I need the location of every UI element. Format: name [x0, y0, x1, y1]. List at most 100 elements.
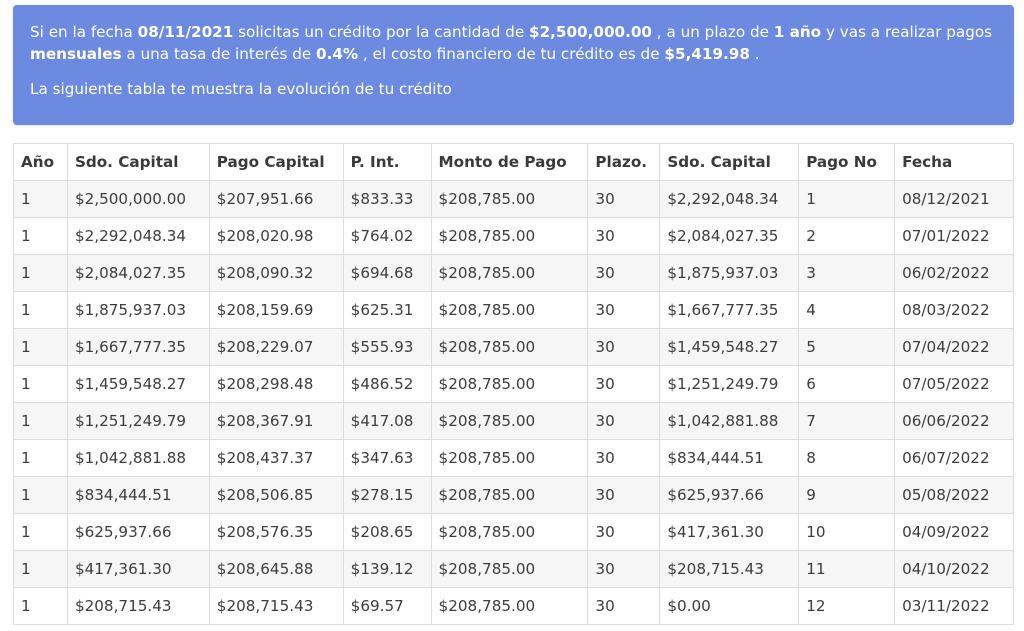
- payment-amount-cell: $208,785.00: [430, 217, 589, 255]
- summary-rate: 0.4%: [316, 45, 359, 63]
- summary-cost: $5,419.98: [664, 45, 750, 63]
- payment-amount-cell: $208,785.00: [430, 550, 589, 588]
- summary-text: Si en la fecha: [30, 23, 138, 41]
- interest-cell: $833.33: [342, 180, 432, 218]
- credit-summary-banner: Si en la fecha 08/11/2021 solicitas un c…: [13, 5, 1014, 125]
- term-days-cell: 30: [587, 402, 661, 440]
- interest-cell: $139.12: [342, 550, 432, 588]
- interest-cell: $555.93: [342, 328, 432, 366]
- date-cell: 06/02/2022: [894, 254, 1014, 292]
- date-cell: 04/10/2022: [894, 550, 1014, 588]
- closing-balance-cell: $2,084,027.35: [659, 217, 800, 255]
- principal-payment-cell: $208,715.43: [208, 587, 344, 625]
- table-row: 1 $1,459,548.27 $208,298.48 $486.52 $208,785…: [13, 365, 1014, 403]
- opening-balance-cell: $625,937.66: [66, 513, 210, 551]
- interest-cell: $278.15: [342, 476, 432, 514]
- table-row: 1 $1,875,937.03 $208,159.69 $625.31 $208,785…: [13, 291, 1014, 329]
- payment-number-cell: 10: [798, 513, 896, 551]
- year-cell: 1: [13, 476, 68, 514]
- year-cell: 1: [13, 254, 68, 292]
- date-cell: 08/12/2021: [894, 180, 1014, 218]
- term-days-cell: 30: [587, 180, 661, 218]
- closing-balance-cell: $1,875,937.03: [659, 254, 800, 292]
- date-cell: 06/07/2022: [894, 439, 1014, 477]
- table-row: 1 $2,292,048.34 $208,020.98 $764.02 $208,785…: [13, 217, 1014, 255]
- table-header: Año Sdo. Capital Pago Capital P. Int. Mo…: [13, 143, 1014, 181]
- table-row: 1 $417,361.30 $208,645.88 $139.12 $208,785.0…: [13, 550, 1014, 588]
- opening-balance-cell: $1,251,249.79: [66, 402, 210, 440]
- principal-payment-cell: $207,951.66: [208, 180, 344, 218]
- term-days-cell: 30: [587, 217, 661, 255]
- year-cell: 1: [13, 328, 68, 366]
- date-cell: 08/03/2022: [894, 291, 1014, 329]
- principal-payment-cell: $208,159.69: [208, 291, 344, 329]
- table-row: 1 $2,084,027.35 $208,090.32 $694.68 $208,785…: [13, 254, 1014, 292]
- opening-balance-cell: $834,444.51: [66, 476, 210, 514]
- column-header-term-days: Plazo.: [587, 143, 661, 181]
- principal-payment-cell: $208,229.07: [208, 328, 344, 366]
- column-header-interest: P. Int.: [342, 143, 432, 181]
- summary-text: solicitas un crédito por la cantidad de: [233, 23, 529, 41]
- summary-text: y vas a realizar pagos: [821, 23, 993, 41]
- year-cell: 1: [13, 587, 68, 625]
- opening-balance-cell: $1,667,777.35: [66, 328, 210, 366]
- closing-balance-cell: $1,667,777.35: [659, 291, 800, 329]
- payment-number-cell: 2: [798, 217, 896, 255]
- payment-number-cell: 8: [798, 439, 896, 477]
- opening-balance-cell: $1,042,881.88: [66, 439, 210, 477]
- table-body: 1 $2,500,000.00 $207,951.66 $833.33 $208,785…: [13, 180, 1014, 625]
- table-row: 1 $1,667,777.35 $208,229.07 $555.93 $208,785…: [13, 328, 1014, 366]
- summary-frequency: mensuales: [30, 45, 122, 63]
- column-header-payment-amount: Monto de Pago: [430, 143, 589, 181]
- payment-amount-cell: $208,785.00: [430, 513, 589, 551]
- table-row: 1 $2,500,000.00 $207,951.66 $833.33 $208,785…: [13, 180, 1014, 218]
- opening-balance-cell: $1,875,937.03: [66, 291, 210, 329]
- interest-cell: $347.63: [342, 439, 432, 477]
- date-cell: 03/11/2022: [894, 587, 1014, 625]
- payment-number-cell: 3: [798, 254, 896, 292]
- column-header-principal-payment: Pago Capital: [208, 143, 344, 181]
- term-days-cell: 30: [587, 587, 661, 625]
- header-row: Año Sdo. Capital Pago Capital P. Int. Mo…: [13, 143, 1014, 181]
- amortization-table: Año Sdo. Capital Pago Capital P. Int. Mo…: [13, 143, 1014, 625]
- principal-payment-cell: $208,367.91: [208, 402, 344, 440]
- payment-amount-cell: $208,785.00: [430, 476, 589, 514]
- year-cell: 1: [13, 439, 68, 477]
- interest-cell: $208.65: [342, 513, 432, 551]
- closing-balance-cell: $0.00: [659, 587, 800, 625]
- opening-balance-cell: $1,459,548.27: [66, 365, 210, 403]
- credit-summary-text: Si en la fecha 08/11/2021 solicitas un c…: [30, 21, 998, 65]
- table-row: 1 $1,251,249.79 $208,367.91 $417.08 $208,785…: [13, 402, 1014, 440]
- summary-text: a una tasa de interés de: [121, 45, 317, 63]
- year-cell: 1: [13, 365, 68, 403]
- interest-cell: $694.68: [342, 254, 432, 292]
- table-row: 1 $1,042,881.88 $208,437.37 $347.63 $208,785…: [13, 439, 1014, 477]
- closing-balance-cell: $208,715.43: [659, 550, 800, 588]
- table-row: 1 $834,444.51 $208,506.85 $278.15 $208,785.0…: [13, 476, 1014, 514]
- interest-cell: $625.31: [342, 291, 432, 329]
- payment-number-cell: 12: [798, 587, 896, 625]
- column-header-payment-number: Pago No: [798, 143, 896, 181]
- summary-date: 08/11/2021: [137, 23, 234, 41]
- summary-text: , el costo financiero de tu crédito es d…: [358, 45, 665, 63]
- year-cell: 1: [13, 550, 68, 588]
- payment-number-cell: 5: [798, 328, 896, 366]
- payment-number-cell: 1: [798, 180, 896, 218]
- year-cell: 1: [13, 180, 68, 218]
- principal-payment-cell: $208,437.37: [208, 439, 344, 477]
- payment-amount-cell: $208,785.00: [430, 328, 589, 366]
- date-cell: 04/09/2022: [894, 513, 1014, 551]
- opening-balance-cell: $2,292,048.34: [66, 217, 210, 255]
- year-cell: 1: [13, 513, 68, 551]
- principal-payment-cell: $208,090.32: [208, 254, 344, 292]
- date-cell: 07/04/2022: [894, 328, 1014, 366]
- opening-balance-cell: $208,715.43: [66, 587, 210, 625]
- principal-payment-cell: $208,020.98: [208, 217, 344, 255]
- payment-amount-cell: $208,785.00: [430, 402, 589, 440]
- payment-amount-cell: $208,785.00: [430, 587, 589, 625]
- column-header-date: Fecha: [894, 143, 1014, 181]
- interest-cell: $486.52: [342, 365, 432, 403]
- principal-payment-cell: $208,506.85: [208, 476, 344, 514]
- payment-amount-cell: $208,785.00: [430, 365, 589, 403]
- principal-payment-cell: $208,645.88: [208, 550, 344, 588]
